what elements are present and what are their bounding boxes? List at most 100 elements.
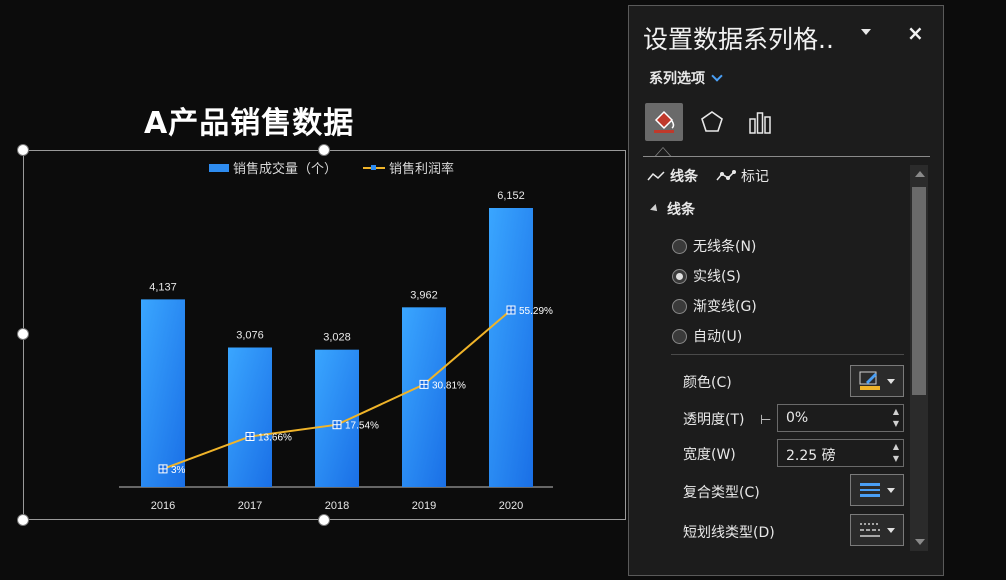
radio-button[interactable] (672, 298, 687, 314)
marker-line-icon (716, 170, 736, 181)
resize-handle-middle-left[interactable] (17, 328, 29, 340)
x-tick-label: 2017 (238, 500, 262, 512)
chart-legend[interactable]: 销售成交量（个） 销售利润率 (209, 158, 454, 177)
tab-fill-line[interactable] (645, 103, 683, 141)
spin-arrows[interactable]: ▲ ▼ (893, 442, 899, 463)
bar-data-label: 6,152 (497, 190, 525, 202)
radio-solid-line[interactable]: 实线(S) (672, 266, 741, 286)
format-data-series-pane: 设置数据系列格.. × 系列选项 线条 (628, 5, 944, 576)
bar-data-label: 4,137 (149, 281, 177, 293)
scroll-down-icon[interactable] (915, 539, 925, 545)
tab-series-options[interactable] (741, 103, 779, 141)
line-section-header[interactable]: 线条 (650, 199, 695, 219)
line-point-marker (158, 464, 168, 474)
legend-line-swatch (363, 164, 386, 170)
spin-arrows[interactable]: ▲ ▼ (893, 407, 899, 428)
pane-options-caret-icon[interactable] (861, 29, 871, 35)
caret-down-icon (887, 487, 895, 493)
bar-2016 (141, 299, 185, 487)
x-tick-label: 2020 (499, 500, 523, 512)
section-separator (671, 354, 904, 355)
dash-type-label: 短划线类型(D) (683, 525, 775, 541)
transparency-input[interactable]: 0% ▲ ▼ (777, 404, 904, 432)
paint-bucket-icon (654, 110, 675, 133)
radio-button-selected[interactable] (672, 268, 687, 284)
spin-up-icon[interactable]: ▲ (892, 407, 899, 416)
transparency-label: 透明度(T) (683, 412, 745, 428)
dash-type-dropdown[interactable] (850, 514, 904, 546)
transparency-slider[interactable]: ⊢ (760, 413, 772, 428)
line-data-label: 30.81% (432, 380, 466, 391)
radio-no-line[interactable]: 无线条(N) (672, 236, 756, 256)
tab-effects[interactable] (693, 103, 731, 141)
compound-type-label: 复合类型(C) (683, 485, 760, 501)
scroll-up-icon[interactable] (915, 171, 925, 177)
radio-label: 无线条(N) (693, 239, 757, 255)
sub-tab-line[interactable]: 线条 (647, 166, 698, 186)
spin-down-icon[interactable]: ▼ (892, 454, 899, 463)
radio-button[interactable] (672, 238, 687, 254)
x-tick-label: 2019 (412, 500, 436, 512)
compound-lines-icon (860, 483, 880, 497)
resize-handle-bottom-center[interactable] (318, 514, 330, 526)
bar-2019 (402, 307, 446, 487)
active-tab-pointer (655, 147, 671, 156)
line-section-title: 线条 (667, 202, 695, 218)
bar-data-label: 3,962 (410, 289, 438, 301)
sub-tabs: 线条 标记 (647, 166, 769, 186)
transparency-value: 0% (786, 410, 809, 426)
line-point-marker (419, 379, 429, 389)
radio-button[interactable] (672, 328, 687, 344)
slide-title: A产品销售数据 (144, 106, 355, 141)
line-data-label: 3% (171, 465, 186, 476)
spin-up-icon[interactable]: ▲ (892, 442, 899, 451)
line-point-marker (506, 305, 516, 315)
line-icon (647, 171, 665, 181)
line-point-marker (245, 431, 255, 441)
tab-divider (643, 156, 930, 157)
bar-2017 (228, 347, 272, 487)
caret-down-icon (887, 527, 895, 533)
line-data-label: 55.29% (519, 306, 553, 317)
bar-chart-icon (749, 112, 771, 134)
radio-label: 实线(S) (693, 269, 741, 285)
bar-data-label: 3,028 (323, 332, 351, 344)
pane-scrollbar[interactable] (910, 165, 928, 551)
caret-down-icon (887, 378, 895, 384)
compound-type-dropdown[interactable] (850, 474, 904, 506)
bar-2020 (489, 208, 533, 487)
resize-handle-bottom-left[interactable] (17, 514, 29, 526)
x-tick-label: 2016 (151, 500, 175, 512)
line-data-label: 13.66% (258, 432, 292, 443)
dash-lines-icon (860, 523, 880, 537)
close-pane-button[interactable]: × (907, 21, 924, 45)
radio-label: 自动(U) (693, 329, 743, 345)
legend-item-margin[interactable]: 销售利润率 (363, 158, 454, 177)
legend-bar-swatch (209, 163, 229, 172)
chevron-down-icon (711, 70, 723, 82)
resize-handle-top-left[interactable] (17, 144, 29, 156)
color-label: 颜色(C) (683, 375, 732, 391)
legend-volume-label: 销售成交量（个） (233, 162, 338, 177)
width-label: 宽度(W) (683, 447, 736, 463)
radio-automatic[interactable]: 自动(U) (672, 326, 742, 346)
spin-down-icon[interactable]: ▼ (892, 419, 899, 428)
series-options-label: 系列选项 (649, 71, 705, 87)
line-color-picker[interactable] (850, 365, 904, 397)
line-data-label: 17.54% (345, 421, 379, 432)
line-point-marker (332, 420, 342, 430)
legend-margin-label: 销售利润率 (389, 162, 455, 177)
resize-handle-top-center[interactable] (318, 144, 330, 156)
pen-color-icon (859, 371, 880, 390)
width-input[interactable]: 2.25 磅 ▲ ▼ (777, 439, 904, 467)
radio-label: 渐变线(G) (693, 299, 757, 315)
sub-tab-marker[interactable]: 标记 (716, 166, 769, 186)
radio-gradient-line[interactable]: 渐变线(G) (672, 296, 757, 316)
sub-tab-line-label: 线条 (670, 169, 698, 185)
x-tick-label: 2018 (325, 500, 349, 512)
scroll-thumb[interactable] (912, 187, 926, 395)
sub-tab-marker-label: 标记 (741, 169, 769, 185)
legend-item-volume[interactable]: 销售成交量（个） (209, 158, 337, 177)
series-options-dropdown[interactable]: 系列选项 (649, 68, 723, 88)
